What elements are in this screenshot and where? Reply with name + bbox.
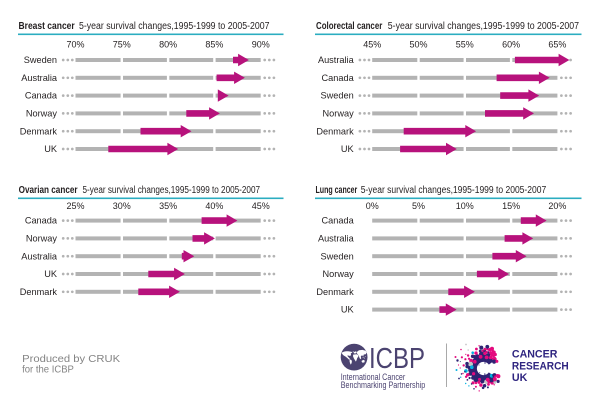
svg-text:Benchmarking Partnership: Benchmarking Partnership <box>341 380 426 390</box>
svg-text:40%: 40% <box>205 201 223 211</box>
svg-text:for the ICBP: for the ICBP <box>22 365 74 376</box>
svg-text:80%: 80% <box>159 40 177 50</box>
svg-text:55%: 55% <box>456 40 474 50</box>
svg-text:10%: 10% <box>456 201 474 211</box>
svg-text:CANCER: CANCER <box>512 349 558 361</box>
svg-text:Norway: Norway <box>26 234 58 244</box>
svg-text:70%: 70% <box>66 40 84 50</box>
svg-text:UK: UK <box>341 144 355 154</box>
svg-text:Sweden: Sweden <box>320 251 353 261</box>
svg-text:5-year survival changes,1995-1: 5-year survival changes,1995-1999 to 200… <box>83 185 261 196</box>
svg-text:Canada: Canada <box>25 91 58 101</box>
svg-text:35%: 35% <box>159 201 177 211</box>
svg-text:45%: 45% <box>363 40 381 50</box>
svg-text:UK: UK <box>512 372 528 384</box>
svg-text:20%: 20% <box>548 201 566 211</box>
svg-text:65%: 65% <box>548 40 566 50</box>
svg-text:Lung cancer: Lung cancer <box>316 185 358 196</box>
svg-text:Denmark: Denmark <box>316 287 354 297</box>
svg-text:UK: UK <box>341 305 355 315</box>
svg-text:Norway: Norway <box>26 109 58 119</box>
svg-text:25%: 25% <box>66 201 84 211</box>
svg-text:50%: 50% <box>409 40 427 50</box>
svg-text:5%: 5% <box>412 201 425 211</box>
svg-text:Denmark: Denmark <box>20 287 58 297</box>
svg-text:RESEARCH: RESEARCH <box>512 360 569 372</box>
svg-text:UK: UK <box>44 269 58 279</box>
svg-text:Sweden: Sweden <box>320 91 353 101</box>
svg-text:Canada: Canada <box>25 216 58 226</box>
svg-text:60%: 60% <box>502 40 520 50</box>
svg-text:5-year survival changes,1995-1: 5-year survival changes,1995-1999 to 200… <box>388 21 579 32</box>
svg-text:5-year survival changes,1995-1: 5-year survival changes,1995-1999 to 200… <box>79 21 270 32</box>
svg-text:Norway: Norway <box>323 109 355 119</box>
svg-text:Ovarian cancer: Ovarian cancer <box>19 185 78 196</box>
svg-text:International Cancer: International Cancer <box>341 372 406 382</box>
svg-text:Australia: Australia <box>21 73 58 83</box>
svg-text:Canada: Canada <box>322 73 355 83</box>
svg-text:Denmark: Denmark <box>20 126 58 136</box>
svg-text:Sweden: Sweden <box>24 55 57 65</box>
svg-text:15%: 15% <box>502 201 520 211</box>
svg-text:90%: 90% <box>252 40 270 50</box>
svg-text:Produced by CRUK: Produced by CRUK <box>22 354 120 365</box>
svg-text:Breast cancer: Breast cancer <box>19 21 75 32</box>
svg-text:Norway: Norway <box>323 269 355 279</box>
svg-text:Australia: Australia <box>318 234 355 244</box>
svg-text:Australia: Australia <box>21 251 58 261</box>
svg-text:85%: 85% <box>205 40 223 50</box>
svg-text:Canada: Canada <box>322 216 355 226</box>
svg-text:UK: UK <box>44 144 58 154</box>
svg-text:30%: 30% <box>113 201 131 211</box>
svg-text:ICBP: ICBP <box>369 343 425 375</box>
svg-text:Colorectal cancer: Colorectal cancer <box>316 21 382 32</box>
svg-text:Denmark: Denmark <box>316 126 354 136</box>
svg-text:5-year survival changes,1995-1: 5-year survival changes,1995-1999 to 200… <box>361 185 547 196</box>
svg-text:45%: 45% <box>252 201 270 211</box>
svg-text:Australia: Australia <box>318 55 355 65</box>
svg-text:75%: 75% <box>113 40 131 50</box>
svg-text:0%: 0% <box>366 201 379 211</box>
